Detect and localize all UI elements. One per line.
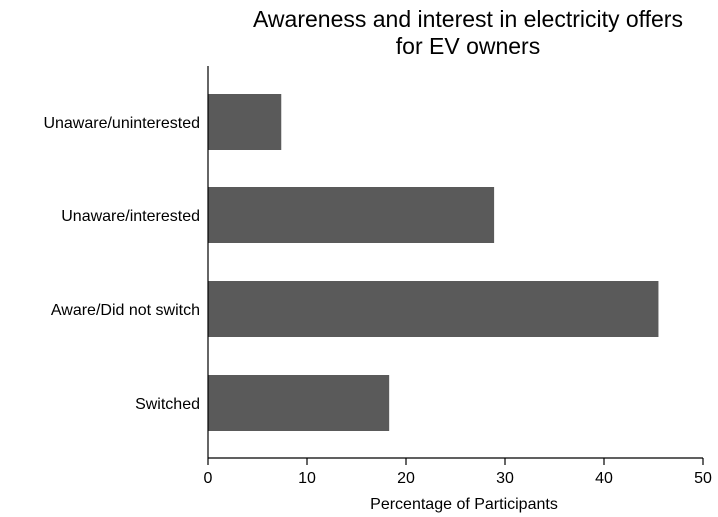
- x-tick-label-3: 30: [496, 470, 514, 487]
- category-label-2: Aware/Did not switch: [51, 302, 200, 319]
- bar-2: [208, 281, 659, 337]
- chart-title-line-1: Awareness and interest in electricity of…: [253, 6, 683, 32]
- bar-1: [208, 187, 495, 243]
- axes-group: [207, 66, 703, 459]
- category-label-3: Switched: [135, 396, 200, 413]
- x-tick-label-4: 40: [595, 470, 613, 487]
- category-label-0: Unaware/uninterested: [43, 115, 200, 132]
- chart-title-line-2: for EV owners: [396, 33, 540, 59]
- x-tick-label-1: 10: [298, 470, 316, 487]
- x-tick-label-2: 20: [397, 470, 415, 487]
- category-labels-group: Unaware/uninterested Unaware/interested Aw…: [43, 115, 200, 413]
- category-label-1: Unaware/interested: [61, 208, 200, 225]
- x-ticks-group: 0 10 20 30 40 50: [204, 458, 712, 487]
- chart-title: Awareness and interest in electricity of…: [253, 6, 683, 59]
- x-axis-label: Percentage of Participants: [370, 496, 558, 513]
- x-tick-label-0: 0: [204, 470, 213, 487]
- bars-group: [208, 94, 659, 431]
- bar-0: [208, 94, 282, 150]
- bar-3: [208, 375, 390, 431]
- x-tick-label-5: 50: [694, 470, 712, 487]
